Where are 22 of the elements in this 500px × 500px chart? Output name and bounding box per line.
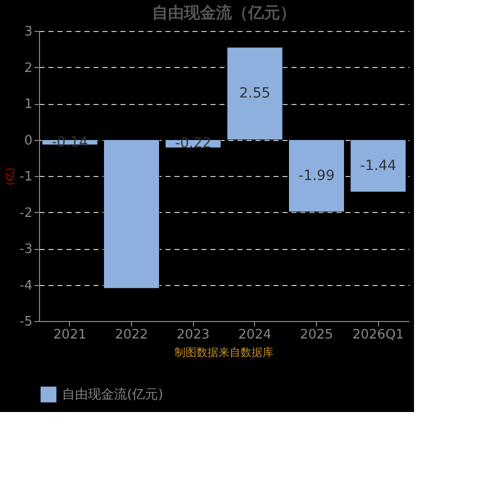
- y-tick-label: -3: [20, 242, 32, 257]
- y-tick-label: 0: [24, 133, 32, 148]
- data-label: -1.99: [298, 168, 335, 184]
- chart-title: 自由现金流（亿元）: [152, 3, 296, 22]
- y-tick-label: 3: [24, 24, 32, 40]
- x-tick-label: 2025: [300, 328, 334, 342]
- x-tick-label: 2026Q1: [352, 328, 404, 342]
- y-tick-label: -4: [20, 278, 32, 294]
- y-tick-label: 2: [24, 60, 32, 76]
- x-tick-label: 2023: [176, 328, 210, 342]
- y-tick-label: -2: [20, 206, 32, 221]
- y-tick-label: -5: [20, 314, 32, 330]
- x-tick-label: 2021: [53, 328, 86, 342]
- y-tick-label: 1: [24, 97, 32, 112]
- y-tick-label: -1: [20, 170, 32, 184]
- data-label: -1.44: [360, 158, 396, 174]
- text: 制图数据来自数据库: [174, 346, 274, 359]
- y-axis-title: (亿): [6, 168, 17, 186]
- data-label: 2.55: [239, 86, 270, 102]
- legend-label: 自由现金流(亿元): [62, 386, 164, 402]
- x-tick-label: 2024: [238, 328, 272, 342]
- x-tick-label: 2022: [114, 328, 148, 342]
